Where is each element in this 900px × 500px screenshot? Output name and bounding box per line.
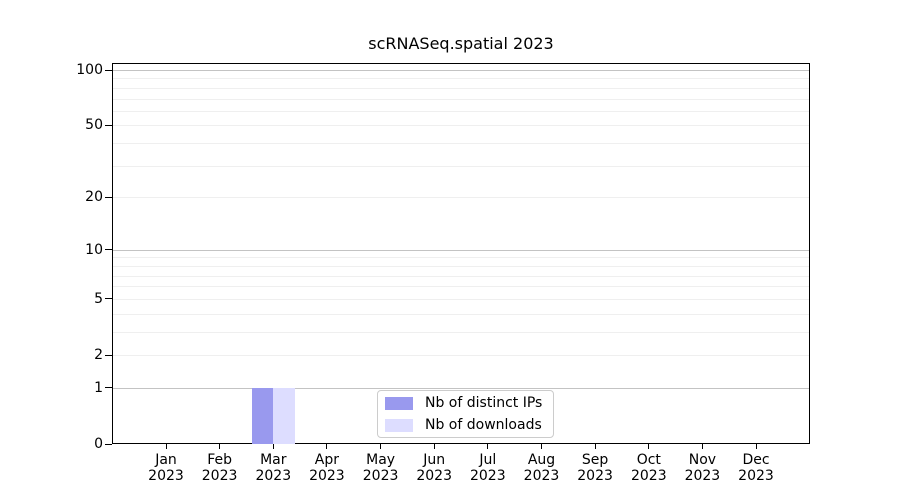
x-tick-mark [380, 444, 382, 449]
minor-gridline [113, 125, 809, 127]
x-tick-label: Jul 2023 [456, 452, 520, 484]
minor-gridline [113, 331, 809, 333]
x-tick-year: 2023 [738, 468, 774, 484]
y-tick-mark [105, 387, 112, 389]
x-tick-mark [487, 444, 489, 449]
x-tick-month: Aug [527, 452, 556, 468]
x-tick-label: Jun 2023 [402, 452, 466, 484]
minor-gridline [113, 275, 809, 277]
major-gridline [113, 70, 809, 71]
minor-gridline [113, 265, 809, 267]
x-tick-month: Oct [636, 452, 661, 468]
bar-nb-of-distinct-ips [251, 387, 274, 444]
x-tick-month: Sep [581, 452, 609, 468]
y-tick-label: 100 [76, 62, 103, 78]
minor-gridline [113, 298, 809, 300]
x-tick-year: 2023 [469, 468, 506, 484]
minor-gridline [113, 197, 809, 199]
legend-row: Nb of distinct IPs [385, 393, 546, 413]
x-tick-label: Sep 2023 [563, 452, 627, 484]
x-tick-mark [755, 444, 757, 449]
x-tick-month: Jul [479, 452, 497, 468]
x-tick-year: 2023 [416, 468, 452, 484]
minor-gridline [113, 110, 809, 112]
x-tick-mark [594, 444, 596, 449]
y-tick-mark [105, 443, 112, 445]
x-tick-year: 2023 [630, 468, 667, 484]
x-tick-year: 2023 [523, 468, 560, 484]
legend: Nb of distinct IPs Nb of downloads [377, 390, 554, 438]
y-tick-label: 10 [85, 241, 103, 258]
x-tick-month: Jan [155, 452, 177, 468]
x-tick-label: Nov 2023 [670, 452, 734, 484]
x-tick-year: 2023 [255, 468, 292, 484]
y-tick-mark [105, 124, 112, 126]
chart-title: scRNASeq.spatial 2023 [368, 34, 554, 53]
x-tick-label: May 2023 [349, 452, 413, 484]
x-tick-mark [165, 444, 167, 449]
minor-gridline [113, 313, 809, 315]
x-tick-mark [272, 444, 274, 449]
x-tick-year: 2023 [362, 468, 399, 484]
x-tick-label: Feb 2023 [188, 452, 252, 484]
plot-area [112, 63, 810, 444]
y-tick-mark [105, 354, 112, 356]
x-tick-year: 2023 [148, 468, 184, 484]
x-tick-year: 2023 [309, 468, 345, 484]
minor-gridline [113, 78, 809, 80]
x-tick-label: Oct 2023 [617, 452, 681, 484]
legend-label: Nb of distinct IPs [425, 395, 543, 411]
x-tick-year: 2023 [201, 468, 238, 484]
y-tick-label: 5 [94, 290, 103, 307]
minor-gridline [113, 98, 809, 100]
x-tick-year: 2023 [684, 468, 721, 484]
x-tick-month: Mar [260, 452, 287, 468]
x-tick-year: 2023 [577, 468, 613, 484]
minor-gridline [113, 143, 809, 145]
x-tick-month: Apr [314, 452, 339, 468]
x-tick-month: Nov [688, 452, 717, 468]
x-tick-label: Mar 2023 [241, 452, 305, 484]
x-tick-month: Feb [207, 452, 232, 468]
x-tick-mark [648, 444, 650, 449]
x-tick-month: Jun [423, 452, 446, 468]
x-tick-month: Dec [742, 452, 770, 468]
x-tick-mark [433, 444, 435, 449]
legend-swatch [385, 418, 413, 432]
bar-nb-of-downloads [273, 387, 295, 444]
legend-swatch [385, 396, 413, 410]
legend-row: Nb of downloads [385, 415, 546, 435]
major-gridline [113, 387, 809, 389]
x-tick-mark [701, 444, 703, 449]
x-tick-mark [541, 444, 542, 449]
y-tick-label: 1 [94, 379, 103, 396]
minor-gridline [113, 87, 809, 89]
y-tick-mark [105, 196, 112, 198]
x-tick-label: Aug 2023 [510, 452, 574, 484]
y-tick-mark [105, 298, 112, 300]
x-tick-mark [219, 444, 221, 449]
x-tick-label: Dec 2023 [724, 452, 788, 484]
x-tick-label: Apr 2023 [295, 452, 359, 484]
x-tick-label: Jan 2023 [134, 452, 198, 484]
y-tick-label: 2 [94, 347, 103, 363]
y-tick-label: 20 [85, 189, 103, 206]
x-tick-month: May [366, 452, 396, 468]
minor-gridline [113, 257, 809, 259]
major-gridline [113, 249, 809, 251]
y-tick-mark [105, 69, 112, 71]
minor-gridline [113, 286, 809, 288]
legend-label: Nb of downloads [425, 417, 542, 433]
minor-gridline [113, 355, 809, 356]
y-tick-label: 50 [85, 117, 103, 134]
minor-gridline [113, 165, 809, 167]
y-tick-label: 0 [94, 436, 103, 452]
y-tick-mark [105, 249, 112, 251]
x-tick-mark [326, 444, 328, 449]
